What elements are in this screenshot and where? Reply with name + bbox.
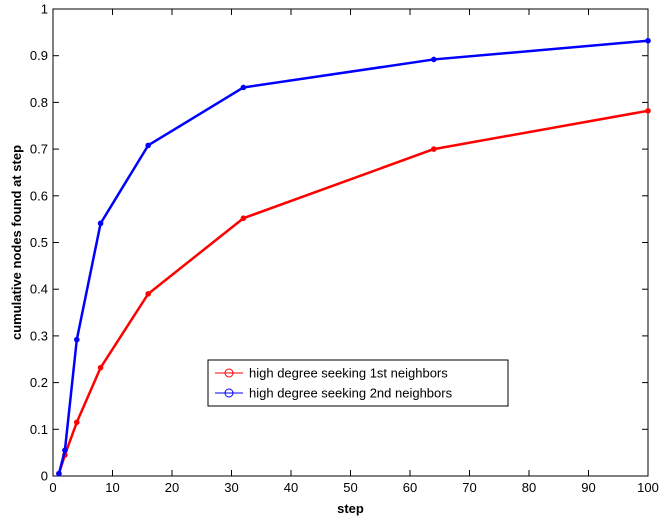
data-point (240, 84, 247, 91)
y-tick-label: 0.3 (30, 328, 48, 343)
x-tick-label: 50 (343, 480, 357, 495)
y-tick-label: 0.8 (30, 95, 48, 110)
y-tick-label: 1 (41, 2, 48, 17)
data-point (62, 447, 68, 454)
x-tick-label: 90 (581, 480, 595, 495)
data-point (145, 291, 151, 297)
data-point (145, 142, 151, 149)
data-point (74, 336, 80, 343)
data-point (431, 146, 437, 152)
x-tick-label: 40 (284, 480, 298, 495)
legend-marker (224, 368, 234, 378)
x-axis-label: step (337, 501, 364, 516)
legend-entry: high degree seeking 2nd neighbors (215, 386, 453, 401)
y-tick-label: 0.6 (30, 188, 48, 203)
axis-tick-labels: 0 10 20 30 40 50 60 70 80 90 100 0 0.1 0.2 0.3 0.4 0.5 0.… (30, 2, 659, 496)
legend: high degree seeking 1st neighbors high de… (207, 359, 509, 407)
y-tick-label: 0.4 (30, 282, 48, 297)
data-point (645, 37, 651, 44)
legend-marker (224, 388, 234, 398)
data-point (74, 419, 80, 426)
x-tick-label: 100 (637, 480, 659, 495)
x-tick-label: 60 (403, 480, 417, 495)
x-tick-label: 0 (49, 480, 56, 495)
data-point (645, 108, 651, 114)
y-tick-label: 0.1 (30, 422, 48, 437)
y-tick-label: 0.2 (30, 375, 48, 390)
x-tick-label: 10 (105, 480, 119, 495)
data-point (56, 470, 62, 477)
axis-ticks (52, 8, 649, 477)
y-tick-label: 0.9 (30, 48, 48, 63)
data-point (431, 56, 437, 63)
data-point (240, 215, 247, 222)
x-tick-label: 30 (224, 480, 238, 495)
y-tick-label: 0 (41, 469, 48, 484)
legend-label: high degree seeking 2nd neighbors (249, 386, 453, 401)
x-tick-label: 70 (462, 480, 476, 495)
y-tick-label: 0.5 (30, 235, 48, 250)
series-2 (56, 37, 651, 477)
y-tick-label: 0.7 (30, 142, 48, 157)
data-point (97, 364, 104, 371)
data-point (97, 220, 104, 227)
legend-box (207, 359, 509, 407)
y-axis-label: cumulative nodes found at step (9, 145, 24, 340)
legend-entry: high degree seeking 1st neighbors (215, 366, 448, 381)
legend-label: high degree seeking 1st neighbors (249, 366, 448, 381)
x-tick-label: 80 (522, 480, 536, 495)
series-line (57, 39, 649, 474)
series-layer (56, 37, 651, 477)
x-tick-label: 20 (165, 480, 179, 495)
